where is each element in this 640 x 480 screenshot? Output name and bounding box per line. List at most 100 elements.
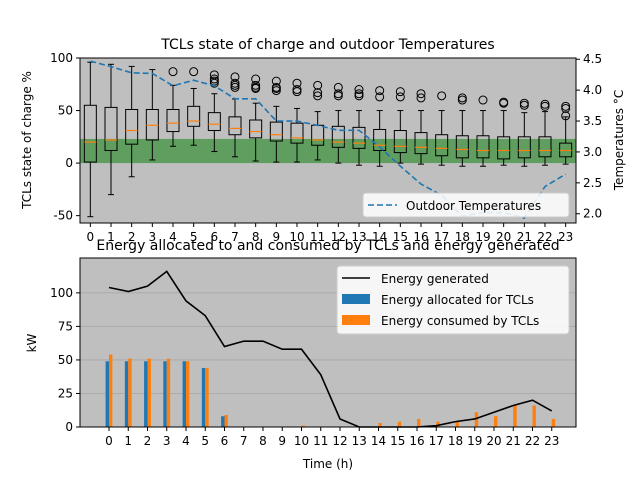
box-body [249, 119, 263, 139]
boxplot-hour-12 [331, 82, 345, 164]
box-outlier [540, 101, 550, 111]
bottom-x-tick-label: 2 [144, 434, 152, 448]
box-body [104, 106, 118, 151]
box-outlier [540, 99, 550, 109]
top-y2-tick-label: 3.0 [583, 145, 602, 159]
boxplot-hour-22 [538, 99, 552, 166]
box-outlier [333, 89, 343, 99]
box-outlier [457, 93, 467, 103]
boxplot-hour-20 [497, 97, 511, 166]
bottom-plot-frame [79, 257, 577, 428]
box-body [83, 104, 97, 163]
bottom-y-ticks: 0 25 50 75 100 [50, 286, 80, 434]
boxplot-hour-7 [228, 72, 242, 158]
bar-energy-consumed [147, 358, 151, 427]
box-outlier [561, 103, 571, 113]
bottom-legend-box [336, 265, 570, 335]
top-x-tick-label: 16 [413, 230, 428, 244]
box-outlier [416, 93, 426, 103]
box-body [373, 128, 387, 151]
boxplot-hour-3 [145, 69, 159, 161]
bar-energy-consumed [474, 412, 479, 427]
bottom-y-tick-label: 0 [65, 420, 73, 434]
top-x-tick-label: 13 [351, 230, 366, 244]
box-outlier [271, 86, 281, 96]
box-outlier [375, 86, 385, 96]
top-x-tick-label: 4 [169, 230, 177, 244]
bottom-x-tick-label: 23 [544, 434, 559, 448]
top-x-tick-label: 6 [211, 230, 219, 244]
bottom-x-axis-label: Time (h) [302, 457, 353, 471]
bottom-x-tick-label: 14 [371, 434, 386, 448]
boxplot-hour-15 [393, 87, 407, 164]
box-outlier [271, 76, 281, 86]
bottom-x-tick-label: 20 [486, 434, 501, 448]
top-y-tick-label: -50 [53, 209, 73, 223]
bottom-x-tick-label: 5 [201, 434, 209, 448]
legend-swatch-allocated [342, 294, 370, 304]
top-y-ticks: -50 0 50 100 [50, 51, 80, 223]
top-y2-tick-label: 4.0 [583, 83, 602, 97]
boxplot-hour-1 [104, 63, 118, 196]
box-outlier [354, 91, 364, 101]
bottom-x-tick-label: 10 [294, 434, 309, 448]
boxplot-hour-23 [559, 101, 573, 165]
box-outlier [209, 74, 219, 84]
box-outlier [251, 83, 261, 93]
bottom-x-tick-label: 18 [448, 434, 463, 448]
bottom-y-tick-label: 50 [58, 353, 73, 367]
top-x-tick-label: 19 [475, 230, 490, 244]
bottom-x-tick-label: 21 [506, 434, 521, 448]
bar-energy-consumed [513, 405, 517, 427]
top-chart-title: TCLs state of charge and outdoor Tempera… [160, 37, 494, 53]
box-body [455, 135, 469, 159]
top-x-tick-label: 21 [517, 230, 532, 244]
bottom-y-tick-label: 25 [58, 386, 73, 400]
top-x-tick-label: 17 [434, 230, 449, 244]
top-x-tick-label: 0 [87, 230, 95, 244]
top-y-axis-label: TCLs state of charge % [20, 71, 34, 210]
box-outlier [313, 88, 323, 98]
box-body [476, 135, 490, 159]
legend-swatch-consumed [342, 315, 370, 325]
box-outlier [168, 67, 178, 77]
boxplot-hour-5 [187, 67, 201, 146]
bottom-x-tick-label: 12 [332, 434, 347, 448]
top-x-tick-label: 10 [289, 230, 304, 244]
boxplot-hour-18 [455, 93, 469, 167]
boxplot-hour-2 [125, 65, 139, 178]
bottom-x-tick-label: 7 [240, 434, 248, 448]
bottom-chart-title: Energy allocated to and consumed by TCLs… [96, 238, 559, 254]
bottom-x-tick-label: 17 [429, 434, 444, 448]
box-body [435, 134, 449, 157]
bottom-x-tick-label: 8 [259, 434, 267, 448]
boxplot-hour-13 [352, 85, 366, 166]
box-outlier [478, 95, 488, 105]
bar-energy-consumed [128, 358, 132, 427]
legend-outdoor-temperatures: Outdoor Temperatures [406, 199, 541, 213]
top-x-tick-label: 18 [455, 230, 470, 244]
box-body [228, 116, 242, 136]
bar-energy-consumed [205, 367, 209, 427]
bottom-x-tick-label: 13 [352, 434, 367, 448]
legend-energy-consumed: Energy consumed by TCLs [381, 314, 539, 328]
top-y-tick-label: 0 [65, 156, 73, 170]
box-outlier [354, 85, 364, 95]
top-x-ticks: 0 1 2 3 4 5 6 7 8 9 10 11 12 13 14 15 16 17 18 19 20 21 22 23 [87, 223, 573, 244]
bar-energy-consumed [224, 414, 228, 427]
top-y2-tick-label: 3.5 [583, 114, 602, 128]
bar-energy-consumed [378, 422, 382, 427]
top-x-tick-label: 3 [149, 230, 157, 244]
top-x-tick-label: 9 [273, 230, 281, 244]
bar-energy-consumed [186, 361, 190, 427]
box-outlier [292, 85, 302, 95]
top-y2-tick-label: 4.5 [583, 52, 602, 66]
box-body [414, 132, 428, 155]
bar-energy-consumed [494, 416, 498, 427]
bottom-x-tick-label: 1 [124, 434, 132, 448]
bar-energy-allocated [105, 361, 109, 427]
boxplot-hour-0 [83, 61, 97, 218]
bottom-x-tick-label: 15 [390, 434, 405, 448]
box-outlier [271, 83, 281, 93]
